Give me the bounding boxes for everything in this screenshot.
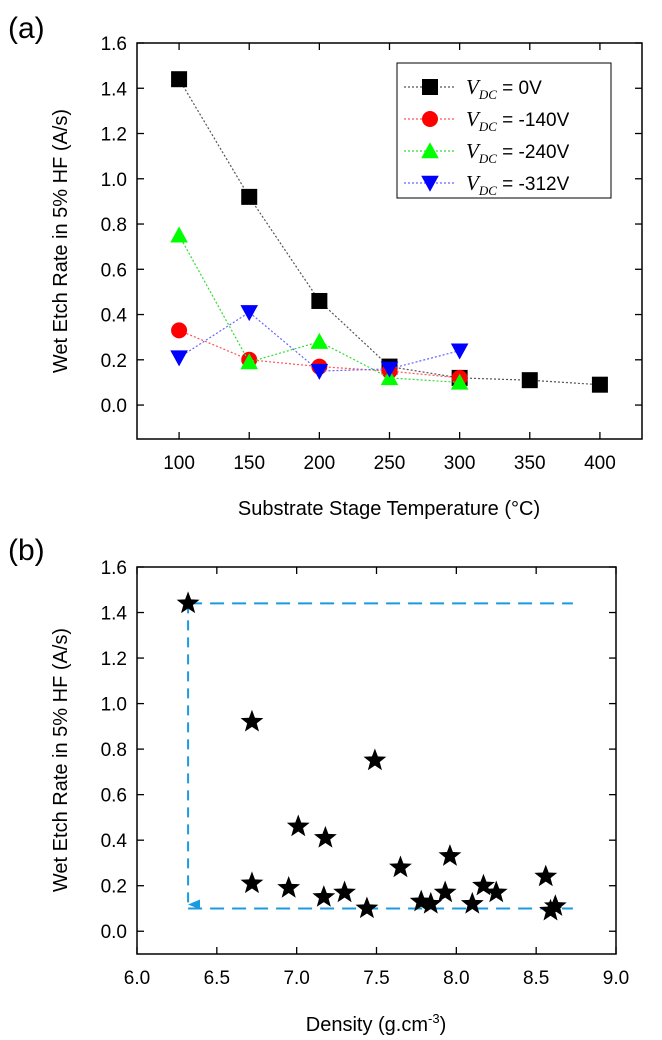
data-point-star	[543, 894, 567, 916]
panel-a-legend: VDC = 0V VDC = -140V VDC = -240V VDC = -312…	[396, 62, 612, 199]
series-3-point	[310, 363, 329, 380]
legend-label-0: VDC = 0V	[466, 75, 542, 102]
panel-b-x-tick-label: 7.5	[363, 968, 389, 989]
panel-a-chart: (a) 100 150 200 250 300 350 400 0.0 0.2 0.4 0.6 0.8…	[8, 12, 643, 520]
data-point-star	[419, 891, 443, 914]
panel-a-y-tick-label: 0.2	[101, 351, 127, 372]
legend-label-2: VDC = -240V	[466, 139, 570, 166]
panel-a-label: (a)	[8, 12, 45, 45]
panel-a-y-tick-label: 0.6	[101, 260, 127, 281]
panel-b-x-axis-label: Density (g.cm-3)	[306, 1011, 446, 1036]
panel-a-y-tick-label: 1.2	[101, 125, 127, 146]
data-point-star	[438, 844, 462, 866]
panel-b-y-tick-label: 1.6	[101, 558, 127, 579]
panel-b-x-tick-label: 6.5	[204, 968, 230, 989]
data-point-star	[534, 864, 558, 887]
panel-b-label: (b)	[8, 534, 45, 567]
legend-marker-0	[422, 79, 438, 95]
legend-label-1: VDC = -140V	[466, 107, 570, 134]
series-3	[170, 305, 469, 380]
panel-b-y-tick-label: 0.0	[101, 922, 127, 943]
legend-marker-2	[421, 142, 439, 159]
panel-b-x-tick-label: 7.0	[283, 968, 309, 989]
data-point-star	[240, 871, 264, 894]
data-point-star	[240, 709, 264, 732]
panel-b-x-tick-label: 8.0	[443, 968, 469, 989]
series-0-point	[171, 71, 188, 88]
panel-b-y-tick-label: 0.6	[101, 786, 127, 807]
panel-b-y-tick-label: 0.2	[101, 877, 127, 898]
data-point-star	[389, 855, 412, 878]
data-point-star	[460, 891, 484, 914]
panel-b-y-tick-label: 1.2	[101, 649, 127, 670]
data-point-star	[277, 875, 301, 898]
panel-b-y-tick-label: 1.4	[101, 604, 128, 625]
panel-b-y-tick-label: 0.8	[101, 740, 127, 761]
series-3-point	[170, 350, 188, 367]
panel-a-x-axis-label: Substrate Stage Temperature (°C)	[238, 498, 540, 520]
panel-b-x-tick-label: 6.0	[124, 968, 150, 989]
series-0-point	[241, 188, 258, 205]
panel-b-x-tick-label: 8.5	[523, 968, 549, 989]
panel-a-y-tick-label: 0.0	[101, 396, 127, 417]
panel-a-y-tick-label: 1.4	[101, 79, 128, 100]
panel-a-y-tick-label: 0.4	[101, 306, 128, 327]
legend-marker-1	[422, 111, 438, 127]
data-point-star	[472, 873, 495, 896]
legend-label-3: VDC = -312V	[466, 171, 570, 198]
data-point-star	[286, 814, 310, 837]
panel-a-y-axis-label: Wet Etch Rate in 5% HF (A/s)	[50, 109, 72, 373]
legend-marker-3	[421, 175, 439, 192]
series-0-point	[591, 376, 608, 393]
series-0-point	[311, 292, 328, 309]
data-point-star	[363, 748, 387, 771]
panel-b-y-tick-label: 1.0	[101, 695, 127, 716]
data-point-star	[313, 825, 337, 848]
series-2-point	[450, 373, 469, 390]
panel-b-chart: (b) 6.0 6.5 7.0 7.5 8.0 8.5 9.0 0.0 0.2 0.4 0.6 0.8…	[8, 534, 629, 1036]
panel-a-x-tick-label: 350	[514, 453, 546, 474]
panel-a-y-tick-label: 1.0	[101, 170, 127, 191]
data-point-star	[433, 880, 457, 903]
panel-a-y-tick-label: 0.8	[101, 215, 127, 236]
series-2-point	[170, 226, 188, 243]
series-2-point	[240, 353, 259, 370]
panel-b-y-tick-label: 0.4	[101, 831, 128, 852]
panel-a-x-tick-label: 400	[584, 453, 616, 474]
series-1-point	[171, 322, 188, 339]
panel-b-x-tick-label: 9.0	[603, 968, 629, 989]
series-3-point	[240, 305, 259, 322]
panel-a-x-tick-label: 300	[444, 453, 476, 474]
data-point-star	[539, 898, 562, 921]
series-3-point	[450, 343, 469, 360]
panel-a-x-tick-label: 150	[233, 453, 265, 474]
panel-a-x-tick-label: 100	[163, 453, 195, 474]
data-point-star	[484, 880, 508, 903]
panel-b-y-axis-label: Wet Etch Rate in 5% HF (A/s)	[50, 628, 72, 892]
data-point-star	[333, 880, 356, 903]
panel-a-y-tick-label: 1.6	[101, 34, 127, 55]
series-2-point	[310, 332, 329, 349]
panel-a-x-tick-label: 200	[304, 453, 336, 474]
series-3-line	[178, 311, 460, 372]
data-point-star	[355, 896, 379, 919]
series-0-point	[521, 372, 538, 389]
panel-a-x-tick-label: 250	[374, 453, 406, 474]
data-point-star	[312, 885, 336, 907]
data-point-star	[176, 591, 200, 614]
series-1-line	[178, 329, 460, 379]
series-3-point	[380, 361, 399, 378]
